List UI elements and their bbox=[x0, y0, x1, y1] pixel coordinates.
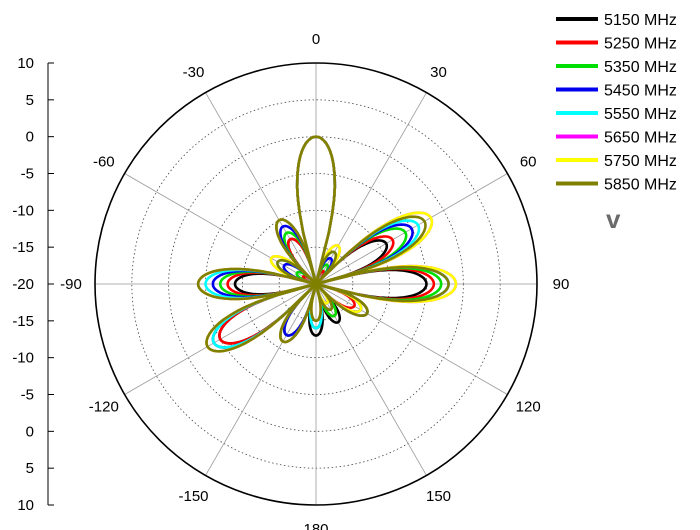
angle-tick-label: 60 bbox=[520, 154, 537, 171]
series-line bbox=[196, 135, 450, 353]
legend-label: 5350 MHz bbox=[604, 59, 677, 76]
angle-tick-label: -60 bbox=[93, 154, 115, 171]
angle-tick-label: -30 bbox=[183, 64, 205, 81]
angle-tick-label: 0 bbox=[312, 31, 320, 48]
outer-ring bbox=[94, 62, 538, 506]
legend-label: 5250 MHz bbox=[604, 36, 677, 53]
corner-label: v bbox=[606, 204, 621, 234]
radial-axis-label: -15 bbox=[12, 239, 34, 256]
angle-tick-label: 30 bbox=[430, 64, 447, 81]
angle-tick-label: 90 bbox=[553, 276, 570, 293]
radial-axis-label: -20 bbox=[12, 276, 34, 293]
angle-tick-label: -120 bbox=[89, 399, 119, 416]
series-lines bbox=[196, 135, 458, 353]
legend-label: 5850 MHz bbox=[604, 177, 677, 194]
angle-tick-label: 180 bbox=[303, 521, 328, 530]
legend-label: 5650 MHz bbox=[604, 130, 677, 147]
legend-label: 5750 MHz bbox=[604, 153, 677, 170]
radial-axis-label: -10 bbox=[12, 202, 34, 219]
series-line bbox=[218, 135, 428, 345]
angle-tick-label: -90 bbox=[60, 276, 82, 293]
radial-axis-label: 10 bbox=[17, 55, 34, 72]
legend-label: 5150 MHz bbox=[604, 12, 677, 29]
radial-axis-label: -15 bbox=[12, 313, 34, 330]
angle-tick-labels: 0 30 60 90 120 150 180 -150 -120 -90 -60 -30 bbox=[60, 31, 569, 530]
legend-label: 5450 MHz bbox=[604, 83, 677, 100]
legend-label: 5550 MHz bbox=[604, 106, 677, 123]
radial-axis-label: 5 bbox=[26, 460, 34, 477]
radial-axis-label: -5 bbox=[21, 387, 34, 404]
angle-tick-label: 120 bbox=[516, 399, 541, 416]
radial-axis: 10 5 0 -5 -10 -15 -20 -15 -10 -5 0 5 10 bbox=[12, 55, 54, 514]
radial-axis-label: -5 bbox=[21, 166, 34, 183]
angle-tick-label: -150 bbox=[178, 488, 208, 505]
radial-axis-label: 10 bbox=[17, 497, 34, 514]
radial-axis-label: 0 bbox=[26, 129, 34, 146]
radial-axis-label: 0 bbox=[26, 423, 34, 440]
radial-axis-label: 5 bbox=[26, 92, 34, 109]
angle-tick-label: 150 bbox=[426, 488, 451, 505]
legend: 5150 MHz 5250 MHz 5350 MHz 5450 MHz 5550 MHz… bbox=[556, 12, 677, 194]
radial-axis-label: -10 bbox=[12, 350, 34, 367]
